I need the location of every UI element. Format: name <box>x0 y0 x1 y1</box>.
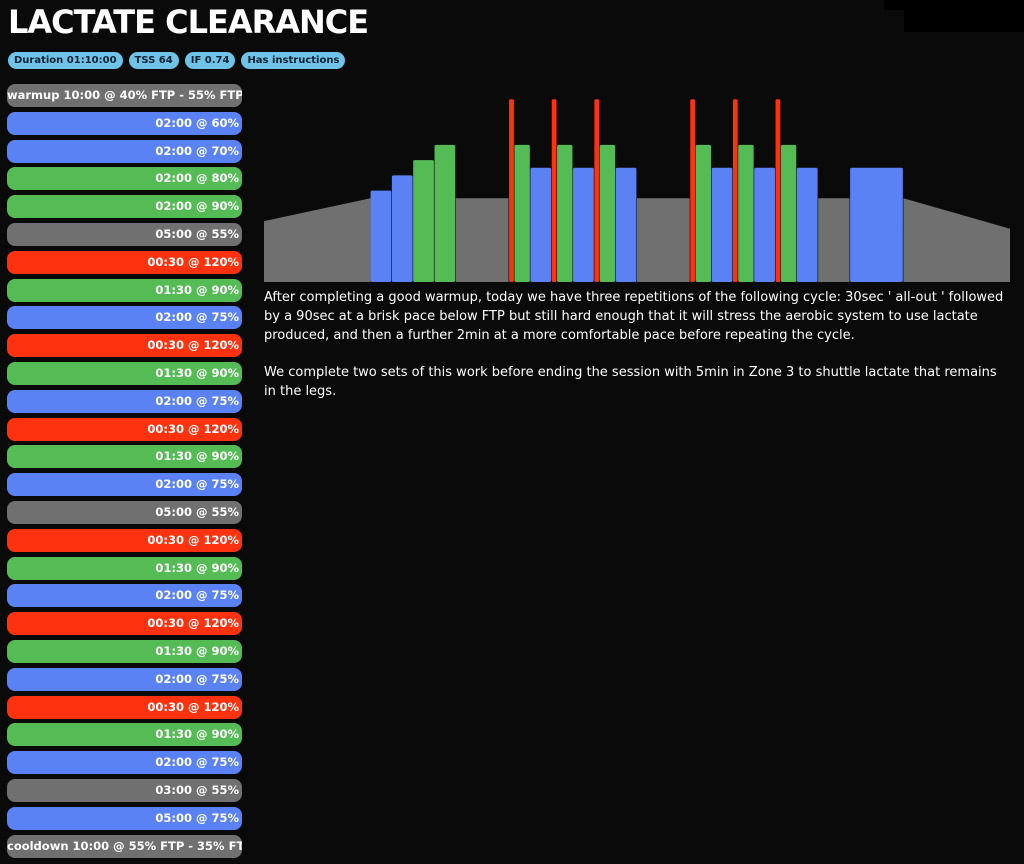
tss-badge: TSS 64 <box>128 52 179 69</box>
step-red[interactable]: 00:30 @ 120% <box>7 612 242 636</box>
step-red[interactable]: 00:30 @ 120% <box>7 250 242 274</box>
chart-segment-blue <box>796 167 818 282</box>
step-blue[interactable]: 02:00 @ 75% <box>7 751 242 775</box>
chart-segment-gray <box>455 198 509 282</box>
duration-badge: Duration 01:10:00 <box>8 52 123 69</box>
chart-segment-red <box>594 99 600 282</box>
instructions-badge: Has instructions <box>241 52 346 69</box>
chart-segment-red <box>732 99 738 282</box>
workout-profile-chart <box>264 99 1010 282</box>
chart-segment-red <box>551 99 557 282</box>
chart-segment-red <box>775 99 781 282</box>
chart-segment-blue <box>850 167 903 282</box>
chart-segment-green <box>557 144 573 282</box>
chart-segment-green <box>434 144 456 282</box>
chart-segment-gray <box>637 198 690 282</box>
step-blue[interactable]: 02:00 @ 75% <box>7 306 242 330</box>
step-gray[interactable]: warmup 10:00 @ 40% FTP - 55% FTP <box>7 84 242 107</box>
chart-segment-green <box>599 144 616 282</box>
chart-segment-gray <box>903 198 1010 282</box>
step-blue[interactable]: 02:00 @ 75% <box>7 473 242 497</box>
step-green[interactable]: 01:30 @ 90% <box>7 639 242 663</box>
step-blue[interactable]: 05:00 @ 75% <box>7 806 242 830</box>
step-gray[interactable]: cooldown 10:00 @ 55% FTP - 35% FTP <box>7 834 242 858</box>
chart-segment-blue <box>370 190 392 282</box>
step-blue[interactable]: 02:00 @ 75% <box>7 584 242 608</box>
chart-segment-green <box>514 144 530 282</box>
step-blue[interactable]: 02:00 @ 60% <box>7 111 242 135</box>
workout-description: After completing a good warmup, today we… <box>264 288 1010 419</box>
chart-segment-blue <box>530 167 552 282</box>
chart-segment-green <box>695 144 711 282</box>
step-red[interactable]: 00:30 @ 120% <box>7 695 242 719</box>
chart-segment-blue <box>391 175 413 282</box>
chart-segment-red <box>690 99 696 282</box>
corner-shade <box>904 10 1024 32</box>
chart-segment-green <box>738 144 754 282</box>
step-list: warmup 10:00 @ 40% FTP - 55% FTP 02:00 @ … <box>7 84 242 862</box>
chart-segment-red <box>509 99 514 282</box>
if-badge: IF 0.74 <box>184 52 236 69</box>
step-green[interactable]: 01:30 @ 90% <box>7 445 242 469</box>
step-blue[interactable]: 02:00 @ 75% <box>7 667 242 691</box>
description-paragraph: We complete two sets of this work before… <box>264 365 997 399</box>
step-gray[interactable]: 05:00 @ 55% <box>7 500 242 524</box>
workout-title: LACTATE CLEARANCE <box>8 3 369 41</box>
step-blue[interactable]: 02:00 @ 70% <box>7 139 242 163</box>
step-green[interactable]: 01:30 @ 90% <box>7 723 242 747</box>
corner-shade <box>884 0 1024 10</box>
step-red[interactable]: 00:30 @ 120% <box>7 334 242 358</box>
badge-row: Duration 01:10:00 TSS 64 IF 0.74 Has ins… <box>8 52 346 69</box>
chart-segment-green <box>413 160 434 282</box>
chart-segment-gray <box>264 198 371 282</box>
step-green[interactable]: 01:30 @ 90% <box>7 361 242 385</box>
step-green[interactable]: 02:00 @ 80% <box>7 167 242 191</box>
step-red[interactable]: 00:30 @ 120% <box>7 417 242 441</box>
chart-segment-blue <box>573 167 594 282</box>
chart-segment-blue <box>711 167 733 282</box>
description-paragraph: After completing a good warmup, today we… <box>264 290 1004 343</box>
step-blue[interactable]: 02:00 @ 75% <box>7 389 242 413</box>
chart-segment-gray <box>818 198 850 282</box>
chart-segment-green <box>780 144 797 282</box>
step-green[interactable]: 01:30 @ 90% <box>7 556 242 580</box>
step-gray[interactable]: 05:00 @ 55% <box>7 222 242 246</box>
step-red[interactable]: 00:30 @ 120% <box>7 528 242 552</box>
chart-segment-blue <box>615 167 637 282</box>
step-green[interactable]: 02:00 @ 90% <box>7 195 242 219</box>
step-gray[interactable]: 03:00 @ 55% <box>7 778 242 802</box>
chart-segment-blue <box>754 167 775 282</box>
step-green[interactable]: 01:30 @ 90% <box>7 278 242 302</box>
